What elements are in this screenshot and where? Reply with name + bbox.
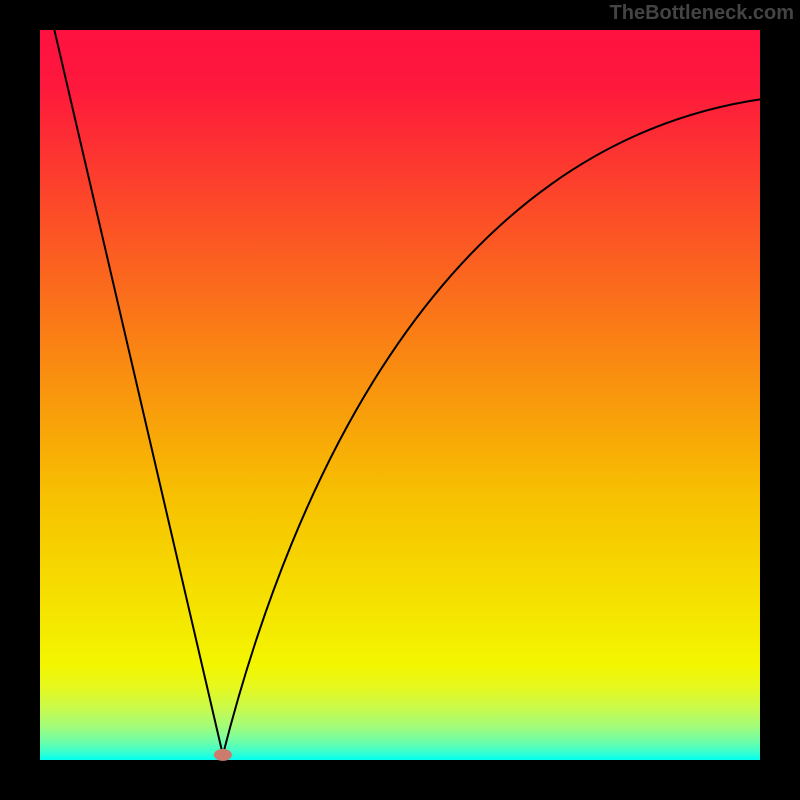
bottleneck-chart: TheBottleneck.com — [0, 0, 800, 800]
minimum-marker — [214, 749, 232, 761]
chart-svg — [0, 0, 800, 800]
plot-background — [40, 30, 760, 760]
